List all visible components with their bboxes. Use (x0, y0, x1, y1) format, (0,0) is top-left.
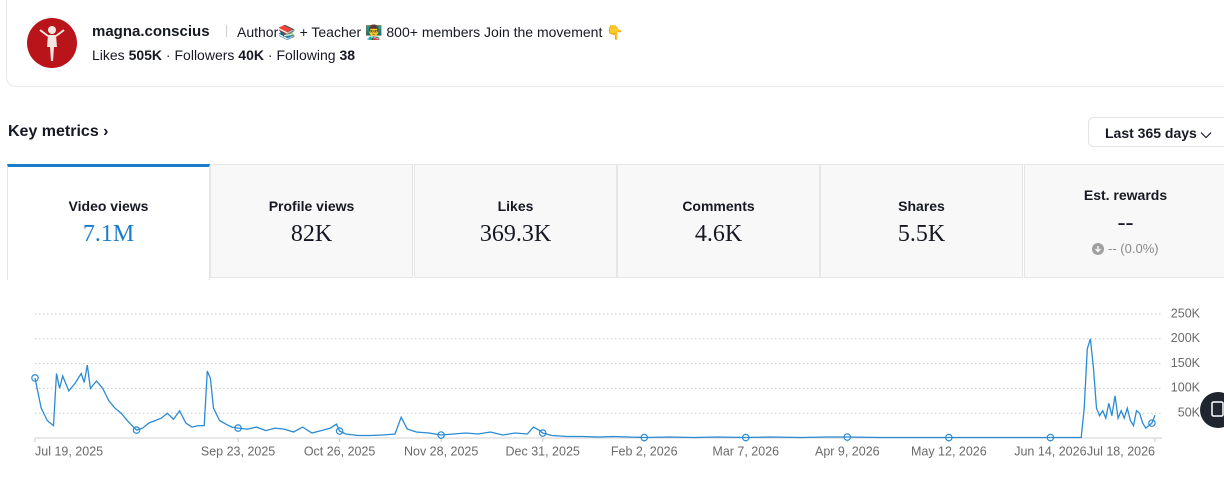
bio: Author📚 + Teacher 👨‍🏫 800+ members Join … (237, 24, 624, 40)
range-selector[interactable]: Last 365 days ⌵ (1088, 117, 1224, 147)
metric-label: Est. rewards (1083, 187, 1168, 203)
metric-value: 82K (290, 221, 333, 247)
profile-stats: Likes 505K · Followers 40K · Following 3… (92, 47, 356, 63)
x-tick-label: Jun 14, 2026 (1014, 444, 1086, 458)
metric-card[interactable]: Shares 5.5K (820, 164, 1023, 278)
stat-label: Followers (174, 47, 235, 63)
x-tick-label: May 12, 2026 (911, 444, 987, 458)
username[interactable]: magna.conscius (92, 23, 210, 40)
x-tick-label: Nov 28, 2025 (404, 444, 478, 458)
metric-value: 4.6K (694, 221, 743, 247)
metric-value: 7.1M (82, 221, 135, 247)
metric-cards: Video views 7.1M Profile views 82K Likes… (7, 164, 1224, 280)
stat-value: 505K (128, 47, 163, 63)
metric-label: Comments (682, 198, 755, 214)
data-line (34, 338, 1156, 439)
metric-label: Video views (68, 198, 149, 214)
section-title[interactable]: Key metrics › (8, 123, 109, 140)
change-text: -- (0.0%) (1108, 241, 1159, 256)
y-tick-label: 50K (1178, 405, 1201, 419)
down-icon (1092, 243, 1105, 255)
metric-card[interactable]: Est. rewards -- -- (0.0%) (1024, 164, 1224, 278)
stat-value: 40K (238, 47, 264, 63)
stat-value: 38 (339, 47, 356, 63)
stat-label: Following (276, 47, 336, 63)
metric-change: -- (0.0%) (1025, 241, 1224, 256)
metric-card[interactable]: Video views 7.1M (7, 164, 210, 280)
y-tick-label: 200K (1171, 331, 1201, 345)
x-tick-label: Jul 19, 2025 (35, 444, 103, 458)
avatar[interactable] (27, 18, 77, 68)
x-tick-label: Jul 18, 2026 (1087, 444, 1155, 458)
download-icon (1211, 401, 1224, 417)
y-tick-label: 250K (1171, 306, 1201, 320)
metric-card[interactable]: Comments 4.6K (617, 164, 820, 278)
metric-card[interactable]: Profile views 82K (210, 164, 413, 278)
separator (226, 25, 227, 37)
x-tick-label: Dec 31, 2025 (506, 444, 580, 458)
metric-value: 5.5K (897, 221, 946, 247)
x-tick-label: Sep 23, 2025 (201, 444, 275, 458)
metric-value: -- (1117, 210, 1134, 236)
y-tick-label: 100K (1171, 381, 1201, 395)
metric-value: 369.3K (479, 221, 552, 247)
metric-label: Profile views (268, 198, 355, 214)
x-tick-label: Apr 9, 2026 (815, 444, 880, 458)
metric-label: Shares (898, 198, 945, 214)
metric-label: Likes (497, 198, 534, 214)
y-tick-label: 150K (1171, 356, 1201, 370)
x-tick-label: Oct 26, 2025 (304, 444, 376, 458)
metric-card[interactable]: Likes 369.3K (414, 164, 617, 278)
stat-label: Likes (92, 47, 125, 63)
x-tick-label: Mar 7, 2026 (712, 444, 779, 458)
profile-card: magna.conscius Author📚 + Teacher 👨‍🏫 800… (6, 0, 1224, 87)
x-tick-label: Feb 2, 2026 (611, 444, 678, 458)
